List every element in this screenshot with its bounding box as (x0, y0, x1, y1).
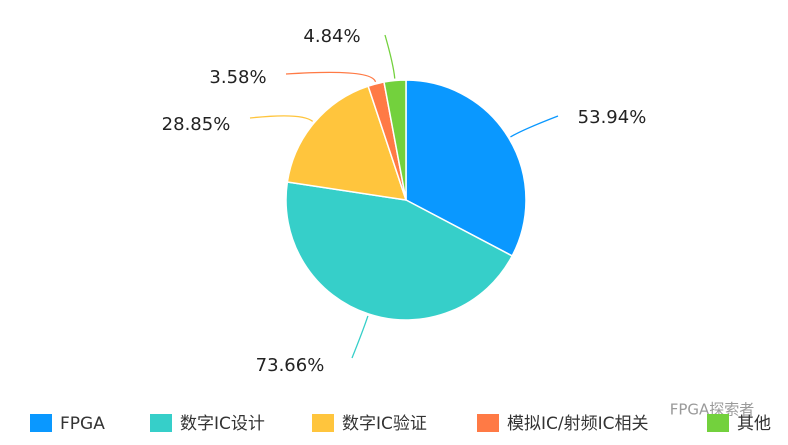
data-label: 53.94% (578, 107, 647, 128)
data-label: 4.84% (303, 26, 360, 47)
watermark: FPGA探索者 (670, 401, 755, 419)
leader-line (384, 34, 396, 79)
pie-slice (286, 85, 408, 201)
data-label: 73.66% (256, 355, 325, 376)
pie-slice (383, 79, 407, 201)
leader-line (510, 115, 559, 138)
legend-label: 数字IC验证 (342, 414, 427, 434)
leader-line (249, 115, 314, 122)
legend-label: 数字IC设计 (180, 414, 265, 434)
legend-label: 其他 (737, 414, 771, 434)
pie-slice (405, 79, 527, 257)
leader-line (285, 71, 377, 83)
legend-label: FPGA (60, 414, 105, 434)
legend-swatch (312, 414, 334, 432)
legend-swatch (30, 414, 52, 432)
legend-label: 模拟IC/射频IC相关 (507, 414, 649, 434)
data-label: 28.85% (162, 114, 231, 135)
leader-line (351, 315, 369, 359)
data-label: 3.58% (209, 67, 266, 88)
legend-swatch (477, 414, 499, 432)
pie-slice (285, 181, 514, 321)
legend-swatch (150, 414, 172, 432)
legend-swatch (707, 414, 729, 432)
